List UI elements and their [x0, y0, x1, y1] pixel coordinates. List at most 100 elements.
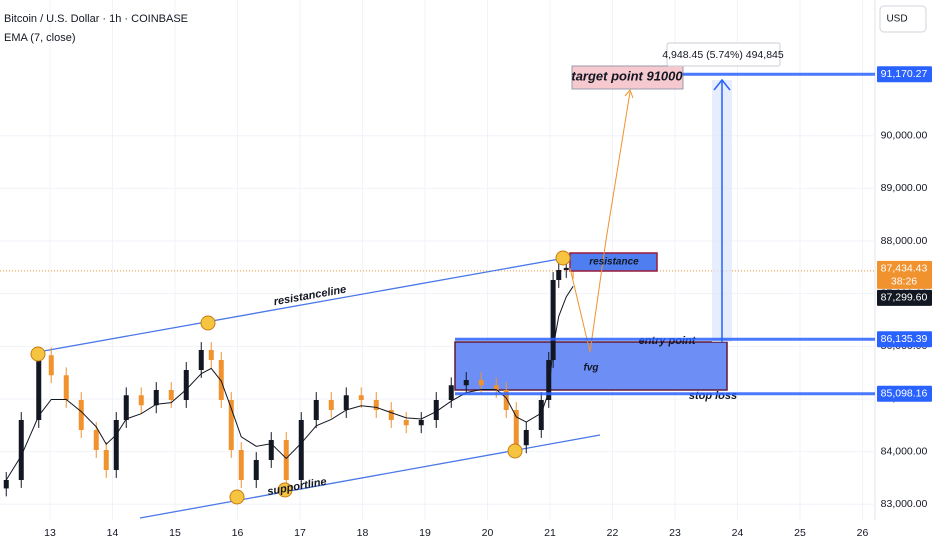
pivot	[30, 346, 46, 362]
y-tick-label: 89,000.00	[881, 182, 928, 194]
y-tick-label: 84,000.00	[881, 445, 928, 457]
x-tick-label: 13	[44, 527, 56, 539]
candle-body	[218, 360, 224, 400]
candle-body	[238, 450, 244, 480]
x-tick-label: 24	[732, 527, 744, 539]
price-label: 85,098.16	[881, 388, 928, 400]
candle-body	[168, 390, 174, 400]
candle-body	[563, 267, 569, 270]
resistance-label: resistance	[589, 257, 639, 268]
candle-body	[103, 450, 109, 470]
x-tick-label: 15	[169, 527, 181, 539]
entry-label: entry point	[639, 335, 697, 347]
axis: 83,000.0084,000.0085,000.0086,000.0087,0…	[44, 66, 932, 539]
currency-button[interactable]	[879, 5, 927, 33]
candle-body	[283, 440, 289, 480]
pivot	[507, 443, 523, 459]
price-label-box	[877, 385, 932, 402]
target-label: target point 91000	[571, 68, 683, 83]
currency-label: USD	[886, 14, 907, 25]
symbol-title: Bitcoin / U.S. Dollar · 1h · COINBASE	[4, 13, 188, 25]
candle-body	[18, 420, 24, 480]
candle-body	[228, 400, 234, 450]
x-tick-label: 22	[607, 527, 619, 539]
candle-body	[36, 355, 42, 420]
candle-body	[138, 395, 144, 406]
projection-path	[569, 91, 631, 353]
candle-body	[3, 480, 9, 489]
candle-body	[268, 440, 274, 460]
candle-body	[253, 460, 259, 480]
candle-body	[503, 390, 509, 410]
candle-body	[463, 380, 469, 386]
candle-body	[513, 410, 519, 446]
candle-body	[358, 395, 364, 400]
measure-label-box	[666, 42, 781, 67]
candle-body	[113, 420, 119, 470]
resistance-trendline	[37, 257, 566, 353]
candle-body	[523, 430, 529, 446]
x-tick-label: 16	[232, 527, 244, 539]
pivot	[555, 250, 571, 266]
price-label-box	[877, 260, 932, 289]
candle-body	[343, 395, 349, 410]
x-tick-label: 20	[482, 527, 494, 539]
candle-body	[546, 360, 552, 400]
x-tick-label: 18	[357, 527, 369, 539]
candle-body	[93, 430, 99, 450]
candle-body	[328, 400, 334, 410]
candle-body	[550, 280, 556, 360]
x-tick-label: 25	[794, 527, 806, 539]
x-tick-label: 23	[669, 527, 681, 539]
x-tick-label: 21	[544, 527, 556, 539]
indicator-label: EMA (7, close)	[4, 32, 76, 44]
candle-body	[48, 355, 54, 376]
price-label: 86,135.39	[881, 333, 928, 345]
pivot	[229, 489, 245, 505]
pivot	[277, 482, 293, 498]
candle-body	[493, 385, 499, 390]
candle-body	[478, 380, 484, 386]
candle-body	[433, 400, 439, 420]
candle-body	[78, 400, 84, 430]
candle-body	[123, 395, 129, 420]
fvg-label: fvg	[584, 363, 599, 374]
y-tick-label: 88,000.00	[881, 235, 928, 247]
candle-body	[418, 420, 424, 426]
measure-label: 4,948.45 (5.74%) 494,845	[662, 49, 784, 61]
fvg-zone	[454, 341, 728, 391]
price-label-box	[877, 289, 932, 306]
projection-arrow	[624, 89, 634, 99]
resistance-box	[569, 252, 658, 272]
candle-body	[403, 420, 409, 426]
x-tick-label: 17	[294, 527, 306, 539]
candle-body	[448, 385, 454, 400]
price-label: 87,434.43	[881, 263, 928, 275]
candle-body	[388, 410, 394, 420]
candle-body	[208, 350, 214, 360]
price-label-box	[877, 66, 932, 83]
pivot	[200, 315, 216, 331]
pivots	[30, 250, 571, 505]
candle-body	[313, 400, 319, 420]
stop-label: stop loss	[689, 390, 737, 402]
candle-body	[298, 420, 304, 480]
x-tick-label: 19	[419, 527, 431, 539]
y-tick-label: 90,000.00	[881, 130, 928, 142]
candle-body	[538, 400, 544, 430]
countdown: 38:26	[891, 276, 917, 288]
candle-body	[198, 350, 204, 370]
candle-body	[373, 400, 379, 410]
target-box	[571, 65, 684, 90]
candle-body	[153, 390, 159, 406]
x-tick-label: 14	[107, 527, 119, 539]
price-label: 87,299.60	[881, 292, 928, 304]
candles	[3, 260, 576, 497]
y-tick-label: 83,000.00	[881, 498, 928, 510]
candle-body	[63, 375, 69, 400]
candle-body	[183, 370, 189, 400]
candle-body	[556, 270, 562, 280]
support-trendline	[139, 434, 601, 519]
measure-arrow-head	[713, 78, 731, 91]
